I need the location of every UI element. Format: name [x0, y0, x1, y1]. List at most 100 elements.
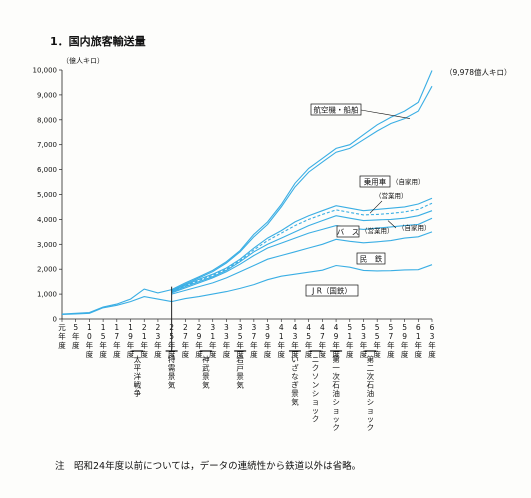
label-bus-business: （営業用）: [361, 226, 394, 235]
x-tick-label-char: 度: [127, 349, 135, 359]
event-label-char: 石: [332, 381, 340, 390]
label-car: 乗用車: [364, 177, 387, 187]
x-tick-label-char: 5: [402, 323, 407, 332]
event-label-char: 岩: [236, 354, 244, 364]
x-tick-label-char: 年: [209, 340, 217, 350]
x-tick-label-char: 年: [195, 340, 203, 350]
y-tick-label: 6,000: [37, 166, 57, 174]
x-tick-label-char: 1: [347, 332, 352, 341]
footnote: 注 昭和24年度以前については，データの連続性から鉄道以外は省略。: [55, 461, 362, 472]
x-tick-label-char: 4: [306, 323, 311, 332]
event-label-char: 景: [291, 389, 299, 398]
series-group: [61, 70, 433, 352]
label-bus-private-leader: [387, 220, 397, 229]
event-label-char: ッ: [367, 415, 375, 424]
x-tick-label-char: 7: [114, 332, 119, 341]
event-label-char: 油: [332, 388, 340, 398]
x-tick-label-char: 5: [347, 323, 352, 332]
x-tick-label-char: 9: [128, 332, 133, 341]
x-tick-label-char: 度: [58, 340, 66, 350]
event-label-char: 一: [332, 364, 340, 373]
x-tick-label-char: 3: [293, 332, 298, 341]
event-label-char: 神: [202, 354, 210, 364]
y-tick-label: 4,000: [37, 216, 57, 224]
series-line-0: [61, 264, 433, 316]
event-label-char: 第: [367, 354, 375, 364]
x-tick-label-char: 9: [197, 332, 202, 341]
x-tick-label-char: 度: [278, 349, 286, 359]
y-axis-unit: （億人キロ）: [62, 56, 104, 65]
event-label-char: 二: [367, 364, 375, 373]
label-private-rail-box: [356, 252, 386, 265]
label-car-private: （自家用）: [392, 177, 425, 186]
x-tick-label-char: 度: [387, 349, 395, 359]
x-tick-label-char: 度: [195, 349, 203, 359]
label-bus-private: （自家用）: [398, 223, 431, 232]
x-tick-label-char: 7: [320, 332, 325, 341]
x-tick-label-char: 9: [334, 332, 339, 341]
x-tick-label-char: 2: [197, 323, 202, 332]
x-tick-label-char: 4: [279, 323, 284, 332]
event-label-char: 油: [367, 388, 375, 398]
x-tick-label-char: 3: [361, 332, 366, 341]
x-tick-label-char: 2: [142, 323, 147, 332]
event-label-char: シ: [332, 398, 340, 407]
label-car-business-leader: [369, 200, 383, 214]
event-label-char: ョ: [332, 406, 340, 415]
event-label-char: ク: [332, 423, 340, 432]
x-tick-label-char: 5: [306, 332, 311, 341]
event-label-char: 気: [236, 380, 244, 390]
event-label-char: ク: [312, 364, 320, 373]
x-tick-label-char: 年: [264, 340, 272, 350]
y-tick-label: 1,000: [37, 291, 57, 299]
x-tick-label-char: 4: [334, 323, 339, 332]
x-tick-label-char: 度: [99, 349, 107, 359]
x-tick-label-char: 度: [140, 349, 148, 359]
series-line-7: [61, 70, 433, 315]
event-label-char: ョ: [367, 406, 375, 415]
x-tick-label-char: 度: [168, 349, 176, 359]
label-aircraft: 航空機・船舶: [314, 105, 359, 115]
event-label-char: シ: [367, 398, 375, 407]
x-tick-label-char: 度: [360, 349, 368, 359]
event-label-char: 景: [168, 372, 176, 381]
y-axis: （億人キロ） 0 1,000 2,000 3,000 4,000 5,000 6,000 7,0…: [33, 56, 105, 324]
event-label-char: 太: [134, 354, 142, 364]
x-tick-label-char: 6: [416, 323, 421, 332]
x-tick-label-char: 度: [250, 349, 258, 359]
event-label-char: シ: [312, 389, 320, 398]
x-tick-label-char: 2: [156, 323, 161, 332]
x-tick-label-char: 5: [375, 323, 380, 332]
event-label-char: 第: [332, 354, 340, 364]
x-tick-label-char: 年: [360, 340, 368, 350]
x-tick-label-char: 4: [320, 323, 325, 332]
chart-title: 1．国内旅客輸送量: [50, 35, 146, 48]
x-tick-label-char: 年: [332, 340, 340, 350]
event-label-char: 気: [202, 380, 210, 390]
x-tick-label-char: 5: [375, 332, 380, 341]
event-label-char: 次: [367, 371, 375, 381]
x-tick-label-char: 3: [224, 323, 229, 332]
x-tick-label-char: 年: [236, 340, 244, 350]
y-tick-label: 3,000: [37, 241, 57, 249]
x-tick-label-char: 度: [236, 349, 244, 359]
x-tick-label-char: 度: [401, 349, 409, 359]
x-tick-label-char: 年: [58, 331, 66, 341]
event-label-char: 戦: [134, 380, 142, 390]
x-tick-label-char: 年: [373, 340, 381, 350]
event-label-char: ぎ: [291, 380, 299, 390]
